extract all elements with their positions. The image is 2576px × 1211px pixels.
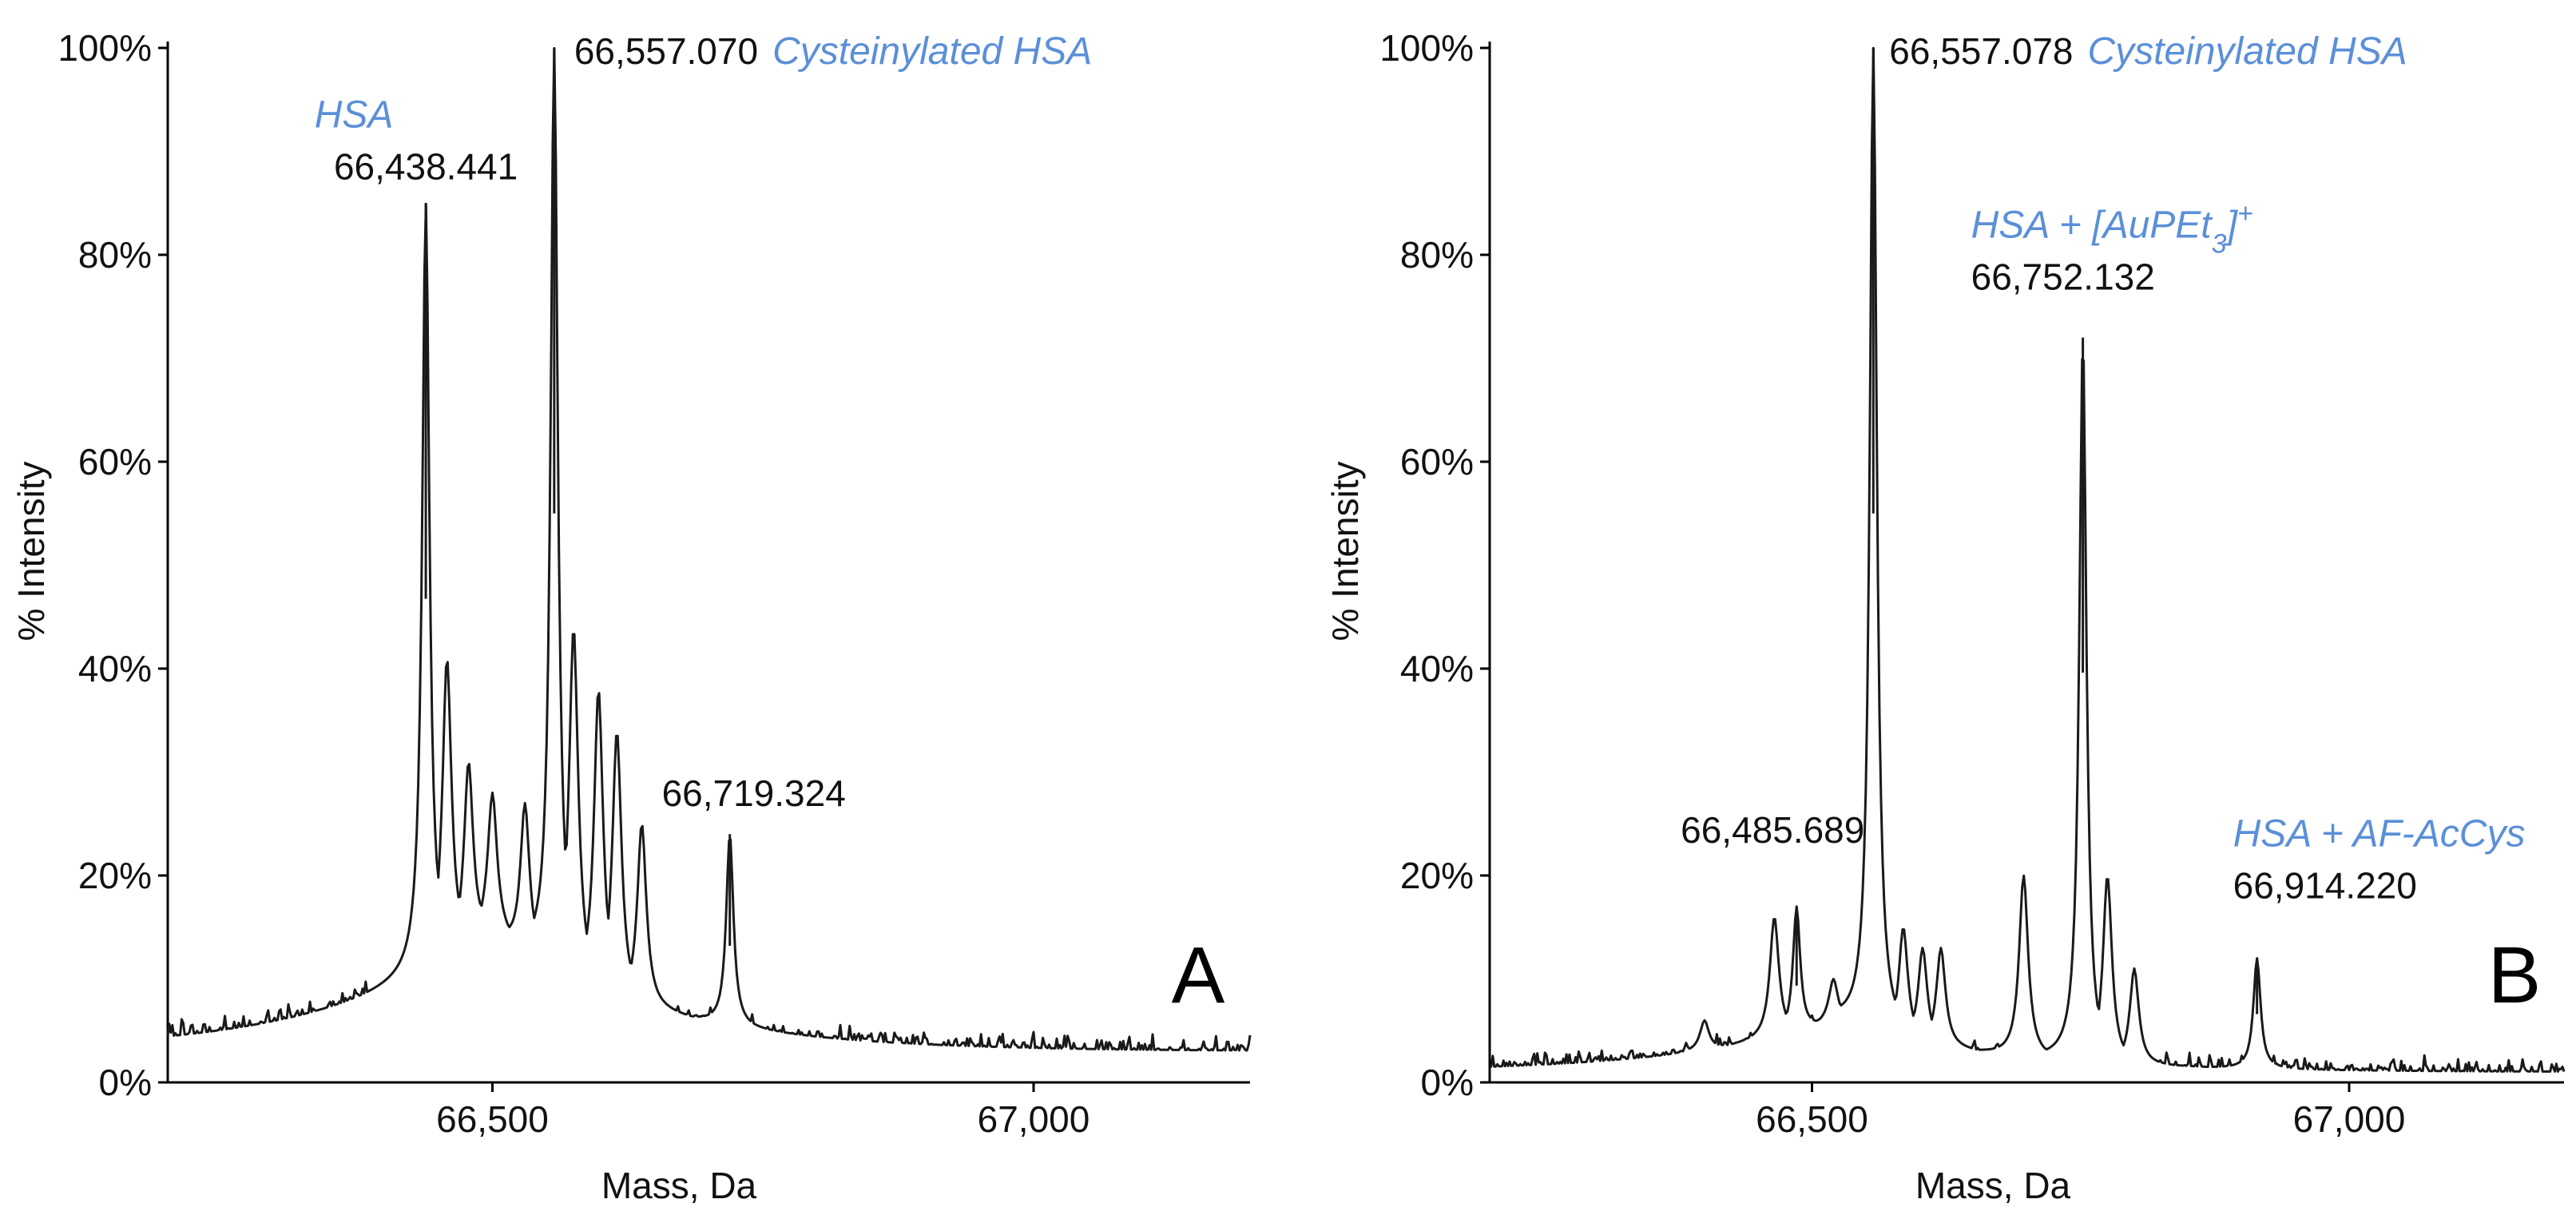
panel-a-spectrum-trace [166,46,1252,1052]
panel-a-y-tick-label: 0% [99,1062,152,1103]
panel-b-y-tick-label: 0% [1421,1062,1474,1103]
panel-b-x-tick-label: 66,500 [1756,1098,1868,1140]
panel-b-spectrum-trace [1489,46,2566,1073]
panel-b-peak-value-label: 66,485.689 [1681,809,1864,851]
panel-a-x-label: Mass, Da [601,1165,757,1206]
panel-b: % Intensity Mass, Da B 0% 20% 40% 60% 80% 100… [1324,27,2566,1206]
panel-b-x-label: Mass, Da [1915,1165,2071,1206]
panel-b-y-label: % Intensity [1324,462,1366,641]
panel-a-peak-name-label: HSA [315,93,394,136]
panel-a: % Intensity Mass, Da A 0% 20% 40% 60% 80% 100… [10,27,1252,1206]
panel-a-y-label: % Intensity [10,462,52,641]
panel-a-peak-value-label: 66,719.324 [662,772,846,814]
panel-a-y-tick-label: 80% [78,234,152,276]
panel-a-peak-value-label: 66,438.441 [334,145,518,187]
panel-b-y-tick-label: 80% [1400,234,1474,276]
panel-b-peak-name-label: Cysteinylated HSA [2088,30,2407,73]
panel-b-peak-value-label: 66,914.220 [2233,865,2417,907]
panel-b-peak-value-label: 66,557.078 [1889,30,2073,72]
panel-b-x-tick-label: 67,000 [2293,1098,2406,1140]
panel-a-y-axis-title: % Intensity [10,462,52,641]
panel-b-peak-name-label: HSA + [AuPEt3]+ [1971,199,2253,260]
panel-b-letter: B [2488,931,2542,1020]
panel-a-y-tick-label: 100% [58,27,152,69]
panel-b-peak-value-label: 66,752.132 [1971,256,2155,298]
panel-b-y-tick-label: 60% [1400,441,1474,482]
panel-a-x-tick-label: 67,000 [978,1098,1090,1140]
panel-a-y-tick-label: 20% [78,855,152,896]
panel-a-x-tick-label: 66,500 [436,1098,549,1140]
panel-a-peak-name-label: Cysteinylated HSA [772,30,1092,73]
panel-b-y-tick-label: 40% [1400,648,1474,689]
panel-a-peak-value-label: 66,557.070 [574,30,758,72]
panel-b-peak-name-label: HSA + AF-AcCys [2233,813,2526,856]
panel-b-y-axis-title: % Intensity [1324,462,1366,641]
panel-b-y-tick-label: 20% [1400,855,1474,896]
panel-a-y-tick-label: 60% [78,441,152,482]
panel-a-letter: A [1172,931,1225,1020]
panel-b-y-tick-label: 100% [1379,27,1474,69]
panel-a-y-tick-label: 40% [78,648,152,689]
